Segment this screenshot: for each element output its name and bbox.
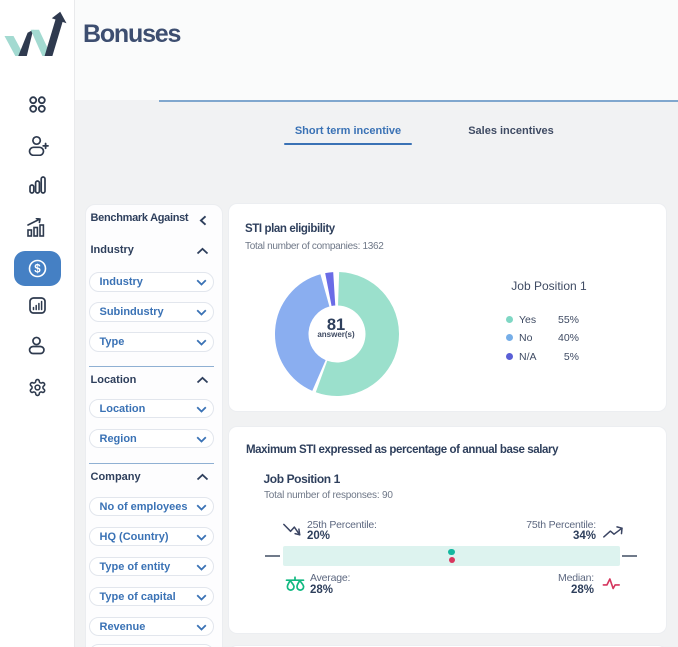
svg-text:$: $ (34, 264, 41, 276)
